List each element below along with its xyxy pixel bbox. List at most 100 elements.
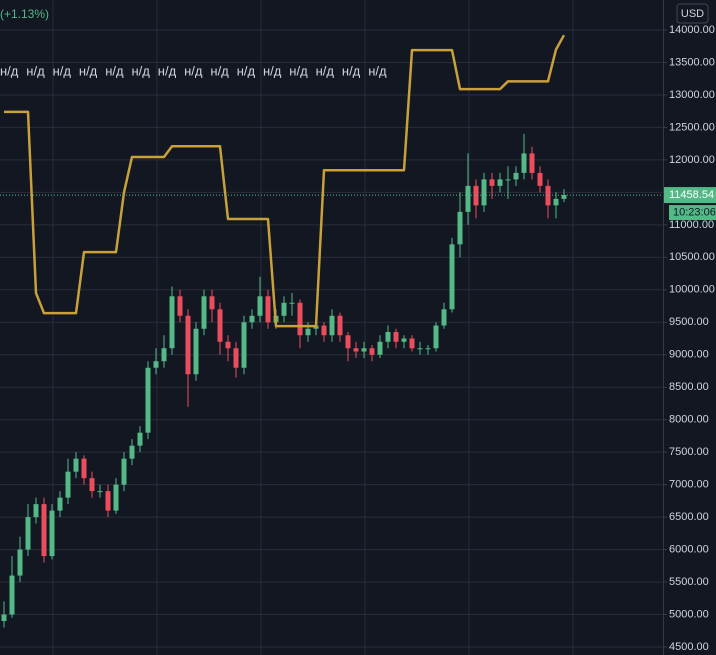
candle-body — [73, 458, 79, 472]
na-label: н/д — [105, 63, 124, 78]
y-tick-label: 11000.00 — [669, 219, 714, 231]
overlay-line — [4, 34, 566, 328]
candle-body — [89, 478, 95, 492]
na-label: н/д — [210, 63, 229, 78]
candle-body — [9, 575, 15, 615]
candle-body — [1, 614, 7, 622]
na-label: н/д — [342, 63, 361, 78]
na-label: н/д — [316, 63, 335, 78]
na-label: н/д — [132, 63, 151, 78]
y-tick-label: 12500.00 — [669, 121, 715, 133]
y-tick-label: 9500.00 — [669, 316, 709, 328]
candle-body — [377, 341, 383, 355]
y-tick-label: 7500.00 — [669, 446, 709, 458]
candle-body — [209, 296, 215, 310]
candle-body — [105, 491, 111, 511]
y-tick-label: 10500.00 — [669, 251, 715, 263]
candle-body — [233, 348, 239, 368]
candle-body — [265, 296, 271, 323]
y-tick-label: 14000.00 — [669, 24, 715, 36]
candle-body — [497, 179, 503, 186]
na-label: н/д — [26, 63, 45, 78]
candle-body — [217, 309, 223, 342]
candle-body — [457, 211, 463, 245]
candle-body — [137, 432, 143, 446]
y-tick-label: 13500.00 — [669, 56, 715, 68]
grid — [0, 29, 663, 648]
candle-body — [529, 153, 535, 173]
candle-body — [169, 296, 175, 349]
candle-body — [185, 315, 191, 375]
candle-body — [545, 185, 551, 206]
y-tick-label: 5500.00 — [669, 576, 709, 588]
na-label: н/д — [263, 63, 282, 78]
candle-body — [401, 338, 407, 342]
candle-body — [521, 153, 527, 173]
candle-body — [81, 458, 87, 479]
candle-body — [289, 302, 295, 304]
candle-body — [361, 348, 367, 352]
y-tick-label: 8500.00 — [669, 381, 709, 393]
candle-body — [65, 471, 71, 498]
candle-body — [409, 338, 415, 349]
change-label: (+1.13%) — [0, 7, 49, 21]
candle-body — [337, 315, 343, 336]
na-label: н/д — [53, 63, 72, 78]
candle-body — [121, 458, 127, 485]
candle-body — [513, 172, 519, 180]
y-tick-label: 13000.00 — [669, 89, 715, 101]
na-label: н/д — [0, 63, 19, 78]
candle-body — [353, 348, 359, 352]
y-tick-label: 8000.00 — [669, 414, 709, 426]
candle-body — [201, 296, 207, 329]
candle-body — [489, 179, 495, 186]
currency-label[interactable]: USD — [681, 8, 704, 20]
candle-body — [145, 367, 151, 433]
y-tick-label: 12000.00 — [669, 154, 715, 166]
candle-body — [297, 302, 303, 336]
candle-body — [417, 348, 423, 350]
candle-body — [193, 328, 199, 375]
candle-body — [561, 194, 567, 199]
y-tick-label: 7000.00 — [669, 479, 709, 491]
candle-body — [25, 517, 31, 550]
currency-button[interactable] — [676, 3, 709, 24]
candle-body — [433, 325, 439, 349]
candle-body — [537, 172, 543, 186]
last-price-label: 11458.54 — [669, 189, 714, 201]
candle-body — [481, 179, 487, 206]
candle-body — [305, 328, 311, 336]
y-tick-label: 9000.00 — [669, 349, 709, 361]
na-label: н/д — [289, 63, 308, 78]
y-tick-label: 4500.00 — [669, 641, 709, 653]
na-label: н/д — [79, 63, 98, 78]
na-label: н/д — [158, 63, 177, 78]
y-tick-label: 5000.00 — [669, 608, 709, 620]
candle-body — [177, 296, 183, 316]
candle-body — [161, 348, 167, 362]
candle-body — [425, 348, 431, 350]
candle-body — [345, 335, 351, 349]
candle-body — [113, 484, 119, 511]
candle-body — [33, 504, 39, 518]
na-label: н/д — [368, 63, 387, 78]
candle-body — [449, 244, 455, 310]
y-tick-label: 6000.00 — [669, 543, 709, 555]
candle-body — [49, 510, 55, 557]
candle-body — [441, 309, 447, 326]
candle-body — [41, 504, 47, 557]
last-price-box — [664, 187, 716, 204]
candle-body — [329, 315, 335, 336]
candle-body — [249, 315, 255, 323]
candle-body — [97, 491, 103, 493]
candle-body — [465, 185, 471, 212]
y-tick-label: 10000.00 — [669, 284, 715, 296]
candle-body — [17, 549, 23, 576]
candle-body — [281, 302, 287, 316]
candle-body — [129, 445, 135, 459]
candle-body — [393, 332, 399, 342]
candle-body — [57, 497, 63, 511]
